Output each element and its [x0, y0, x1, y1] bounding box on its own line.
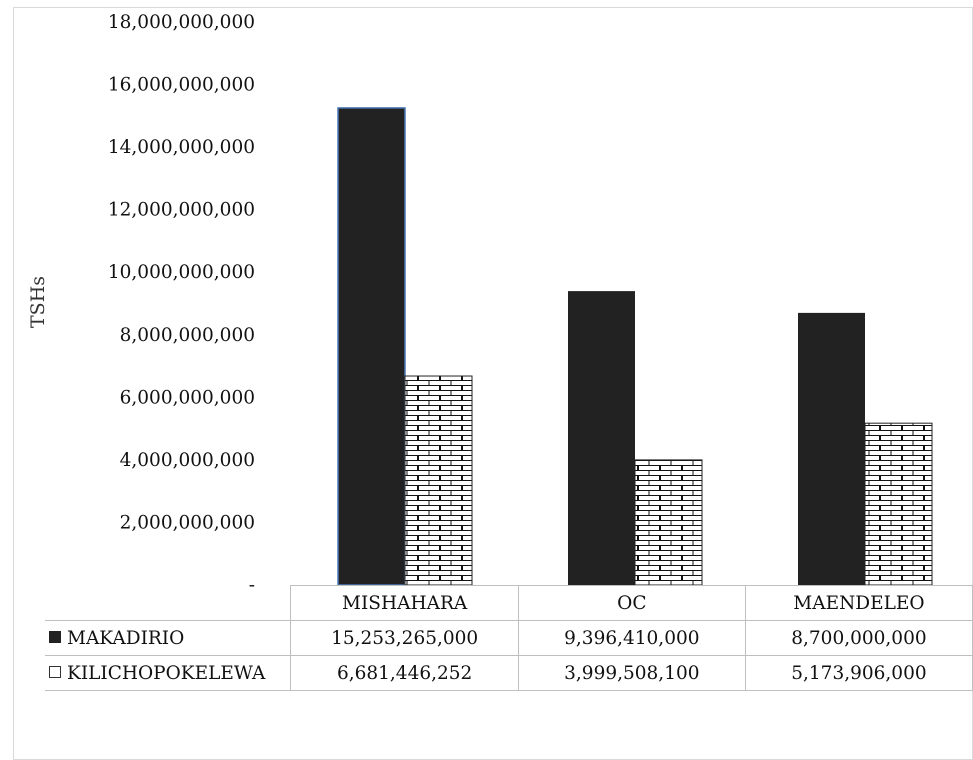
y-tick-label: 4,000,000,000 [120, 450, 255, 471]
legend-entry-makadirio: MAKADIRIO [45, 621, 291, 656]
y-tick-label: 12,000,000,000 [108, 200, 255, 221]
legend-key-brick [49, 666, 61, 678]
y-axis-label: TSHs [27, 276, 49, 328]
value-makadirio-oc: 9,396,410,000 [518, 621, 745, 656]
table-corner [45, 586, 291, 621]
bar-kilichopokelewa-oc [635, 460, 702, 585]
bar-makadirio-mishahara [338, 108, 405, 585]
bar-kilichopokelewa-mishahara [405, 376, 472, 585]
bar-makadirio-maendeleo [798, 313, 865, 585]
y-tick-label: 18,000,000,000 [108, 12, 255, 33]
table-header-row: MISHAHARA OC MAENDELEO [45, 586, 973, 621]
y-tick-label: 14,000,000,000 [108, 137, 255, 158]
value-makadirio-maendeleo: 8,700,000,000 [745, 621, 972, 656]
y-tick-label: 2,000,000,000 [120, 512, 255, 533]
table-row-makadirio: MAKADIRIO 15,253,265,000 9,396,410,000 8… [45, 621, 973, 656]
series-name-kilichopokelewa: KILICHOPOKELEWA [67, 663, 265, 684]
table-row-kilichopokelewa: KILICHOPOKELEWA 6,681,446,252 3,999,508,… [45, 656, 973, 691]
y-tick-label: 6,000,000,000 [120, 387, 255, 408]
legend-key-solid [49, 631, 61, 643]
bar-kilichopokelewa-maendeleo [865, 423, 932, 585]
value-kilichopokelewa-mishahara: 6,681,446,252 [291, 656, 518, 691]
data-table: MISHAHARA OC MAENDELEO MAKADIRIO 15,253,… [45, 585, 973, 691]
value-kilichopokelewa-oc: 3,999,508,100 [518, 656, 745, 691]
value-kilichopokelewa-maendeleo: 5,173,906,000 [745, 656, 972, 691]
y-tick-label: 8,000,000,000 [120, 325, 255, 346]
series-name-makadirio: MAKADIRIO [67, 628, 184, 649]
legend-entry-kilichopokelewa: KILICHOPOKELEWA [45, 656, 291, 691]
y-tick-label: 16,000,000,000 [108, 75, 255, 96]
category-header-maendeleo: MAENDELEO [745, 586, 972, 621]
value-makadirio-mishahara: 15,253,265,000 [291, 621, 518, 656]
category-header-oc: OC [518, 586, 745, 621]
category-header-mishahara: MISHAHARA [291, 586, 518, 621]
bar-makadirio-oc [568, 291, 635, 585]
y-tick-label: 10,000,000,000 [108, 262, 255, 283]
